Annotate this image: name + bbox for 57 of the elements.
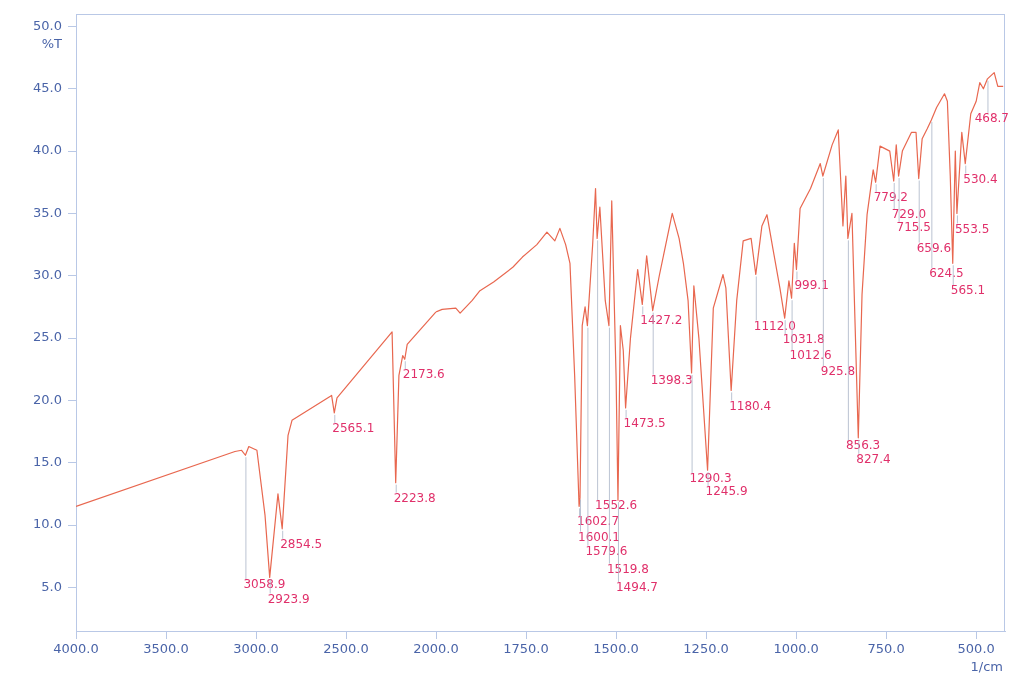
annotation: 3058.9 [243,577,286,592]
x-tick-label: 2500.0 [323,641,369,657]
x-tick-label: 500.0 [957,641,995,657]
annotation: 1112.0 [753,318,796,333]
x-tick-label: 3000.0 [233,641,279,657]
y-tick-label: 10.0 [33,516,62,532]
y-axis-title: %T [41,35,63,51]
y-tick-label: 50.0 [33,17,62,33]
annotation: 1245.9 [705,484,748,499]
annotation: 1602.7 [577,514,620,529]
annotation: 827.4 [856,451,891,466]
x-tick-label: 4000.0 [53,641,99,657]
x-tick-label: 1250.0 [683,641,729,657]
annotation: 1290.3 [689,471,732,486]
annotation: 1600.1 [578,529,621,544]
annotation: 2223.8 [393,490,436,505]
annotation: 1031.8 [782,332,825,347]
annotation: 1519.8 [606,561,649,576]
annotation: 624.5 [929,266,964,281]
x-tick-label: 1500.0 [593,641,639,657]
y-tick-label: 30.0 [33,267,62,283]
annotation: 553.5 [954,221,990,236]
annotation: 1494.7 [615,580,658,595]
x-tick-label: 2000.0 [413,641,459,657]
y-tick-label: 20.0 [33,391,62,407]
annotation: 1427.2 [640,312,683,327]
annotation: 1552.6 [595,498,638,513]
annotation: 2923.9 [267,591,310,606]
y-tick-label: 35.0 [33,204,62,220]
annotation: 779.2 [873,190,908,205]
annotation: 530.4 [963,171,998,186]
y-tick-label: 5.0 [41,578,62,594]
annotation: 2173.6 [402,367,445,382]
annotation: 565.1 [950,283,986,298]
x-tick-label: 750.0 [867,641,905,657]
x-axis-title: 1/cm [970,658,1003,674]
y-tick-label: 40.0 [33,142,62,158]
annotation: 715.5 [896,220,931,235]
annotation: 2565.1 [332,420,375,435]
x-tick-label: 1750.0 [503,641,549,657]
annotation: 1579.6 [585,543,628,558]
annotation: 729.0 [891,207,927,222]
annotation: 1398.3 [650,372,693,387]
y-tick-label: 25.0 [33,329,62,345]
annotation: 1180.4 [729,398,772,413]
annotation: 1012.6 [789,348,832,363]
y-tick-label: 45.0 [33,80,62,96]
annotation: 999.1 [794,277,829,292]
annotation: 468.7 [974,110,1010,125]
annotation: 1473.5 [623,416,666,431]
annotation: 856.3 [845,438,881,453]
x-tick-label: 1000.0 [773,641,819,657]
annotation: 659.6 [916,240,952,255]
annotation: 925.8 [820,364,856,379]
annotation: 2854.5 [280,536,323,551]
y-tick-label: 15.0 [33,454,62,470]
x-tick-label: 3500.0 [143,641,189,657]
